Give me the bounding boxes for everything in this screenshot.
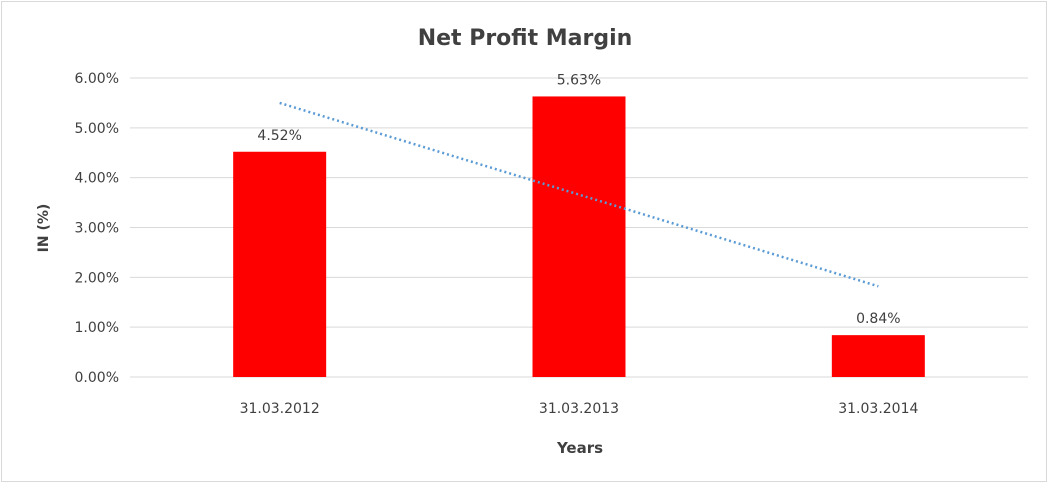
y-tick-label: 3.00% <box>75 221 119 237</box>
x-tick-label: 31.03.2014 <box>838 401 918 417</box>
x-tick-label: 31.03.2012 <box>240 401 320 417</box>
x-tick-label: 31.03.2013 <box>539 401 619 417</box>
y-tick-label: 1.00% <box>75 320 119 336</box>
x-axis-label: Years <box>556 439 603 457</box>
bar <box>532 96 626 378</box>
y-tick-label: 2.00% <box>75 270 119 286</box>
data-label: 4.52% <box>257 128 301 144</box>
trendline <box>279 101 879 288</box>
data-label: 0.84% <box>856 311 900 327</box>
y-tick-label: 6.00% <box>75 71 119 87</box>
chart-title: Net Profit Margin <box>418 26 633 51</box>
y-tick-label: 5.00% <box>75 121 119 137</box>
y-tick-label: 4.00% <box>75 171 119 187</box>
data-label: 5.63% <box>557 72 601 88</box>
bar <box>233 151 327 377</box>
y-tick-label: 0.00% <box>75 370 119 386</box>
bar <box>831 335 925 377</box>
y-axis-label: IN (%) <box>36 204 52 253</box>
